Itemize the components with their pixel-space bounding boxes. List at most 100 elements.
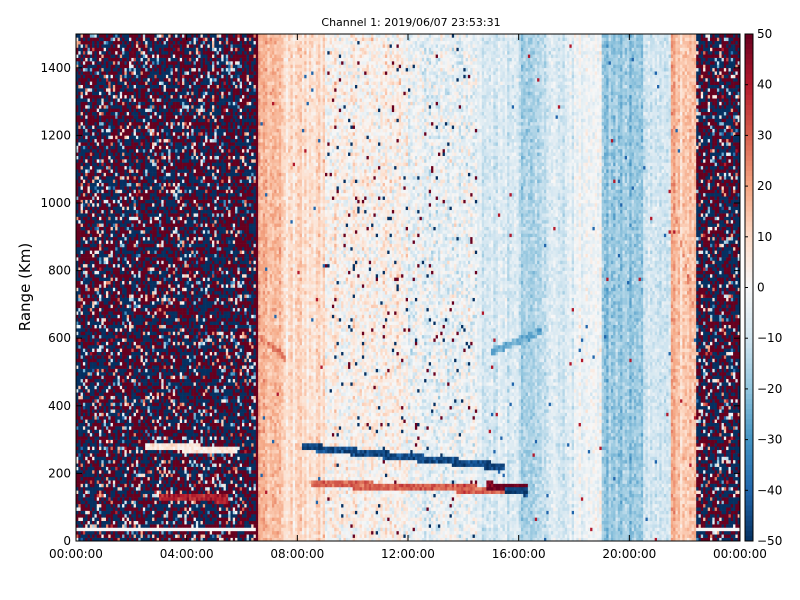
heatmap-cell xyxy=(83,345,86,349)
heatmap-cell xyxy=(88,480,91,484)
heatmap-cell xyxy=(88,389,91,393)
heatmap-cell xyxy=(78,41,81,45)
heatmap-cell xyxy=(83,78,86,82)
heatmap-cell xyxy=(88,213,91,217)
heatmap-cell xyxy=(85,288,88,292)
heatmap-cell xyxy=(78,288,81,292)
heatmap-cell xyxy=(88,304,91,308)
heatmap-cell xyxy=(85,125,88,129)
heatmap-cell xyxy=(78,531,81,535)
heatmap-cell xyxy=(83,291,86,295)
heatmap-cell xyxy=(83,348,86,352)
heatmap-cell xyxy=(85,54,88,58)
heatmap-cell xyxy=(88,64,91,68)
heatmap-cell xyxy=(78,105,81,109)
heatmap-cell xyxy=(83,308,86,312)
heatmap-cell xyxy=(85,284,88,288)
heatmap-cell xyxy=(81,223,84,227)
heatmap-cell xyxy=(81,54,84,58)
heatmap-cell xyxy=(88,44,91,48)
heatmap-cell xyxy=(90,189,93,193)
heatmap-cell xyxy=(88,325,91,329)
heatmap-cell xyxy=(83,237,86,241)
heatmap-cell xyxy=(83,149,86,153)
heatmap-cell xyxy=(90,301,93,305)
heatmap-cell xyxy=(85,223,88,227)
heatmap-cell xyxy=(90,399,93,403)
heatmap-cell xyxy=(85,433,88,437)
heatmap-cell xyxy=(83,463,86,467)
heatmap-cell xyxy=(85,152,88,156)
heatmap-cell xyxy=(90,477,93,481)
heatmap-cell xyxy=(81,81,84,85)
heatmap-cell xyxy=(85,233,88,237)
heatmap-cell xyxy=(83,284,86,288)
heatmap-cell xyxy=(85,61,88,65)
heatmap-cell xyxy=(83,342,86,346)
heatmap-cell xyxy=(83,271,86,275)
heatmap-cell xyxy=(81,227,84,231)
heatmap-cell xyxy=(83,419,86,423)
heatmap-cell xyxy=(78,463,81,467)
heatmap-cell xyxy=(85,294,88,298)
heatmap-cell xyxy=(90,396,93,400)
heatmap-cell xyxy=(88,122,91,126)
heatmap-cell xyxy=(88,450,91,454)
heatmap-cell xyxy=(85,91,88,95)
heatmap-cell xyxy=(83,186,86,190)
heatmap-cell xyxy=(85,389,88,393)
heatmap-cell xyxy=(88,54,91,58)
heatmap-cell xyxy=(90,409,93,413)
heatmap-cell xyxy=(81,406,84,410)
heatmap-cell xyxy=(90,504,93,508)
heatmap-cell xyxy=(83,139,86,143)
heatmap-cell xyxy=(78,206,81,210)
heatmap-cell xyxy=(78,453,81,457)
heatmap-cell xyxy=(85,146,88,150)
heatmap-cell xyxy=(85,328,88,332)
heatmap-cell xyxy=(88,335,91,339)
heatmap-cell xyxy=(83,335,86,339)
heatmap-cell xyxy=(88,176,91,180)
heatmap-cell xyxy=(81,41,84,45)
heatmap-cell xyxy=(83,281,86,285)
heatmap-cell xyxy=(88,426,91,430)
heatmap-cell xyxy=(90,264,93,268)
heatmap-cell xyxy=(88,473,91,477)
heatmap-cell xyxy=(83,426,86,430)
heatmap-cell xyxy=(83,254,86,258)
heatmap-cell xyxy=(90,429,93,433)
heatmap-cell xyxy=(81,443,84,447)
heatmap-cell xyxy=(81,345,84,349)
heatmap-cell xyxy=(81,355,84,359)
heatmap-cell xyxy=(81,429,84,433)
heatmap-cell xyxy=(78,203,81,207)
heatmap-cell xyxy=(85,240,88,244)
heatmap-cell xyxy=(88,534,91,538)
heatmap-cell xyxy=(90,271,93,275)
heatmap-cell xyxy=(81,372,84,376)
heatmap-cell xyxy=(88,457,91,461)
heatmap-cell xyxy=(78,189,81,193)
heatmap-cell xyxy=(78,352,81,356)
heatmap-cell xyxy=(85,274,88,278)
heatmap-cell xyxy=(78,321,81,325)
heatmap-cell xyxy=(78,78,81,82)
heatmap-cell xyxy=(81,467,84,471)
heatmap-cell xyxy=(78,311,81,315)
heatmap-cell xyxy=(88,331,91,335)
heatmap-cell xyxy=(83,534,86,538)
heatmap-cell xyxy=(81,173,84,177)
heatmap-cell xyxy=(88,409,91,413)
heatmap-cell xyxy=(88,379,91,383)
heatmap-cell xyxy=(78,487,81,491)
heatmap-cell xyxy=(88,392,91,396)
heatmap-cell xyxy=(88,264,91,268)
heatmap-cell xyxy=(90,436,93,440)
heatmap-cell xyxy=(85,301,88,305)
heatmap-cell xyxy=(88,88,91,92)
heatmap-cell xyxy=(81,271,84,275)
heatmap-cell xyxy=(78,122,81,126)
heatmap-cell xyxy=(88,358,91,362)
heatmap-cell xyxy=(78,440,81,444)
